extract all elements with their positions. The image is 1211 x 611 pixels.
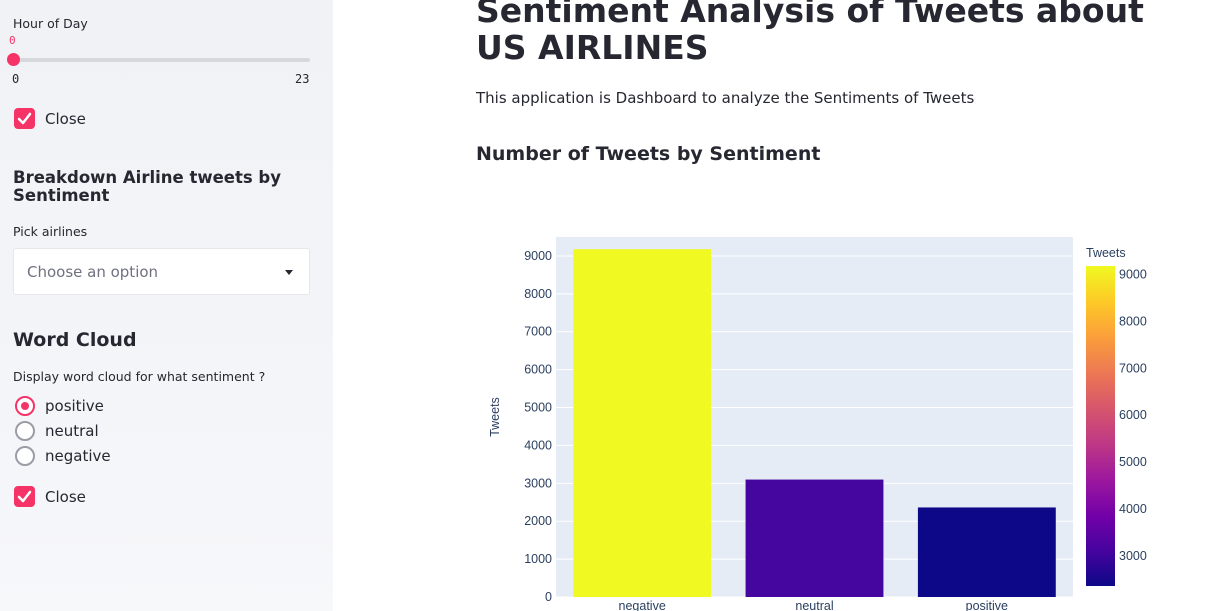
y-tick-label: 7000 <box>524 325 552 339</box>
colorbar-tick-label: 3000 <box>1119 549 1147 563</box>
y-axis-title: Tweets <box>488 397 502 437</box>
colorbar-tick-label: 5000 <box>1119 455 1147 469</box>
y-tick-label: 5000 <box>524 401 552 415</box>
close-checkbox-2[interactable] <box>14 486 35 507</box>
close-checkbox-1[interactable] <box>14 108 35 129</box>
bars <box>573 249 1056 598</box>
chart-heading: Number of Tweets by Sentiment <box>476 143 821 165</box>
y-tick-label: 0 <box>545 590 552 604</box>
hour-slider-thumb[interactable] <box>7 53 20 66</box>
y-tick-label: 6000 <box>524 363 552 377</box>
y-tick-label: 3000 <box>524 476 552 490</box>
y-tick-label: 1000 <box>524 552 552 566</box>
pick-airlines-label: Pick airlines <box>13 224 88 239</box>
radio-positive[interactable] <box>15 396 35 416</box>
radio-neutral[interactable] <box>15 421 35 441</box>
colorbar-tick-label: 8000 <box>1119 314 1147 328</box>
slider-max-label: 23 <box>295 72 310 86</box>
y-tick-label: 8000 <box>524 287 552 301</box>
breakdown-heading: Breakdown Airline tweets by Sentiment <box>13 168 281 205</box>
main-content: Sentiment Analysis of Tweets about US AI… <box>333 0 1211 611</box>
radio-neutral-label[interactable]: neutral <box>45 422 99 440</box>
select-placeholder: Choose an option <box>27 263 159 281</box>
x-tick-label-positive: positive <box>966 599 1008 611</box>
slider-current-value: 0 <box>9 34 16 47</box>
x-tick-label-negative: negative <box>619 599 666 611</box>
colorbar-title: Tweets <box>1086 246 1126 260</box>
colorbar-tick-label: 9000 <box>1119 267 1147 281</box>
close-checkbox-2-label[interactable]: Close <box>45 488 86 506</box>
colorbar-tick-label: 7000 <box>1119 361 1147 375</box>
sidebar: Hour of Day 0 0 23 Close Breakdown Airli… <box>0 0 333 611</box>
airline-multiselect[interactable]: Choose an option <box>13 248 310 295</box>
slider-min-label: 0 <box>12 72 20 86</box>
sentiment-bar-chart[interactable]: 0 1000 2000 3000 4000 5000 6000 7000 8000 9000 ne… <box>473 225 1173 611</box>
word-cloud-radio-label: Display word cloud for what sentiment ? <box>13 369 266 384</box>
page-title: Sentiment Analysis of Tweets about US AI… <box>476 0 1144 67</box>
bar-positive <box>917 507 1056 597</box>
y-tick-label: 9000 <box>524 249 552 263</box>
colorbar-tick-labels: 3000 4000 5000 6000 7000 8000 9000 <box>1119 267 1147 563</box>
hour-slider-track[interactable] <box>13 58 310 62</box>
radio-positive-label[interactable]: positive <box>45 397 104 415</box>
chevron-down-icon[interactable] <box>285 270 293 275</box>
colorbar-tick-label: 4000 <box>1119 502 1147 516</box>
radio-negative-label[interactable]: negative <box>45 447 111 465</box>
y-tick-label: 4000 <box>524 438 552 452</box>
x-tick-label-neutral: neutral <box>795 599 833 611</box>
close-checkbox-1-label[interactable]: Close <box>45 110 86 128</box>
y-tick-labels: 0 1000 2000 3000 4000 5000 6000 7000 8000 9000 <box>524 249 552 604</box>
x-tick-labels: negative neutral positive <box>619 599 1009 611</box>
colorbar <box>1086 266 1115 586</box>
check-icon <box>17 112 32 125</box>
slider-label: Hour of Day <box>13 16 88 31</box>
page-description: This application is Dashboard to analyze… <box>476 89 975 107</box>
radio-negative[interactable] <box>15 446 35 466</box>
bar-negative <box>573 249 712 598</box>
bar-neutral <box>745 479 884 597</box>
y-tick-label: 2000 <box>524 514 552 528</box>
word-cloud-heading: Word Cloud <box>13 329 137 351</box>
check-icon <box>17 490 32 503</box>
colorbar-tick-label: 6000 <box>1119 408 1147 422</box>
